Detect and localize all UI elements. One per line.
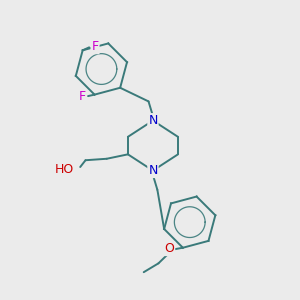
Text: F: F — [92, 40, 99, 53]
Text: HO: HO — [55, 164, 74, 176]
Text: N: N — [148, 164, 158, 177]
Text: F: F — [79, 90, 86, 103]
Text: O: O — [164, 242, 174, 255]
Text: N: N — [148, 114, 158, 127]
